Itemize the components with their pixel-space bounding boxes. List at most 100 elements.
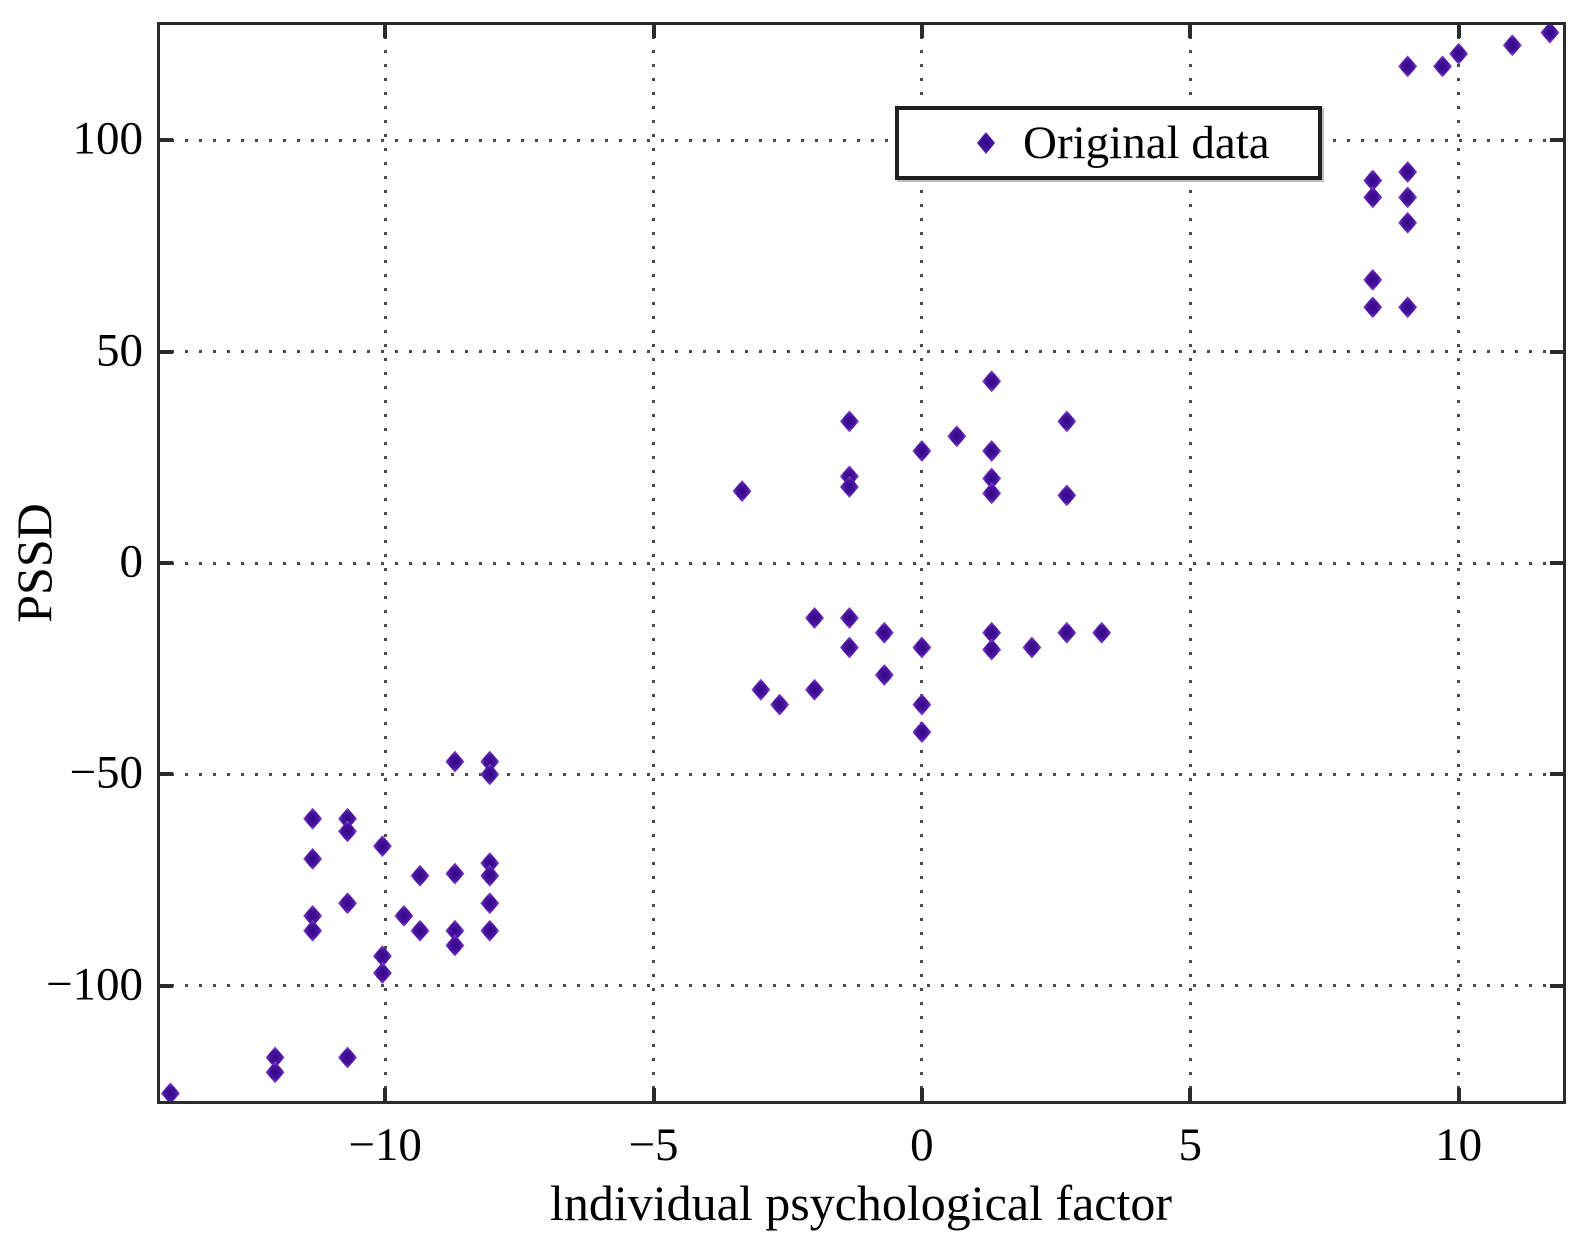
data-point — [805, 606, 825, 629]
y-axis-label: PSSD — [6, 503, 62, 623]
gridline-horizontal — [157, 772, 1566, 776]
x-tick-mark — [651, 1088, 656, 1104]
data-point — [160, 1082, 180, 1104]
data-point — [1398, 296, 1418, 319]
data-point — [480, 852, 500, 875]
data-point — [839, 475, 859, 498]
y-tick-mark — [157, 772, 173, 777]
data-point — [1398, 55, 1418, 78]
data-point — [445, 862, 465, 885]
y-tick-label: 0 — [119, 535, 144, 588]
data-point — [1449, 42, 1469, 65]
data-point — [338, 1046, 358, 1069]
x-tick-mark — [1456, 1088, 1461, 1104]
data-point — [874, 621, 894, 644]
x-axis-label: lndividual psychological factor — [549, 1175, 1173, 1231]
data-point — [982, 439, 1002, 462]
legend-label: Original data — [1023, 116, 1270, 169]
data-point — [982, 467, 1002, 490]
legend: Original data — [895, 106, 1322, 180]
data-point — [372, 961, 392, 984]
data-point — [410, 864, 430, 887]
data-point — [912, 439, 932, 462]
data-point — [912, 636, 932, 659]
y-tick-mark — [1550, 983, 1566, 988]
x-tick-label: 10 — [1435, 1119, 1483, 1171]
gridline-horizontal — [157, 350, 1566, 354]
data-point — [372, 945, 392, 968]
data-point — [1363, 186, 1383, 209]
data-point — [410, 919, 430, 942]
data-point — [751, 678, 771, 701]
data-point — [732, 480, 752, 503]
x-tick-mark — [651, 22, 656, 38]
y-tick-mark — [1550, 349, 1566, 354]
x-tick-label: −5 — [628, 1119, 679, 1171]
y-tick-mark — [157, 138, 173, 143]
plot-area: Original data — [157, 22, 1566, 1104]
y-tick-mark — [1550, 772, 1566, 777]
gridline-horizontal — [157, 138, 1566, 142]
data-point — [912, 721, 932, 744]
y-tick-label: −50 — [69, 746, 143, 799]
data-point — [982, 482, 1002, 505]
data-point — [982, 621, 1002, 644]
legend-diamond-marker-icon — [977, 132, 995, 154]
data-point — [1057, 410, 1077, 433]
data-point — [1092, 621, 1112, 644]
data-point — [338, 820, 358, 843]
data-point — [912, 693, 932, 716]
data-point — [1363, 268, 1383, 291]
y-tick-mark — [157, 349, 173, 354]
data-point — [947, 425, 967, 448]
data-point — [445, 919, 465, 942]
data-point — [1398, 211, 1418, 234]
x-tick-mark — [919, 1088, 924, 1104]
data-point — [805, 678, 825, 701]
scatter-points-layer — [160, 22, 1560, 1104]
gridline-horizontal — [157, 984, 1566, 988]
data-point — [1398, 161, 1418, 184]
data-point — [303, 904, 323, 927]
data-point — [1022, 636, 1042, 659]
y-tick-label: −100 — [45, 958, 143, 1011]
data-point — [1433, 55, 1453, 78]
data-point — [1363, 296, 1383, 319]
y-tick-mark — [157, 983, 173, 988]
data-point — [1057, 484, 1077, 507]
data-point — [303, 919, 323, 942]
data-point — [303, 847, 323, 870]
y-tick-mark — [1550, 138, 1566, 143]
data-point — [480, 864, 500, 887]
y-tick-label: 100 — [72, 112, 144, 165]
y-tick-mark — [1550, 561, 1566, 565]
data-point — [303, 807, 323, 830]
data-point — [1502, 34, 1522, 57]
data-point — [480, 750, 500, 773]
data-point — [1398, 186, 1418, 209]
data-point — [982, 370, 1002, 393]
data-point — [839, 410, 859, 433]
data-point — [372, 835, 392, 858]
data-point — [1057, 621, 1077, 644]
data-point — [480, 892, 500, 915]
data-point — [338, 892, 358, 915]
x-tick-mark — [383, 22, 388, 38]
data-point — [265, 1061, 285, 1084]
x-tick-mark — [1188, 1088, 1193, 1104]
x-tick-label: 5 — [1178, 1119, 1203, 1171]
data-point — [1363, 169, 1383, 192]
data-point — [338, 807, 358, 830]
data-point — [265, 1046, 285, 1069]
y-tick-label: 50 — [96, 324, 143, 377]
gridline-horizontal — [157, 561, 1566, 565]
x-tick-mark — [1188, 22, 1193, 38]
x-tick-label: 0 — [910, 1119, 934, 1171]
data-point — [874, 664, 894, 687]
data-point — [480, 763, 500, 786]
x-tick-label: −10 — [348, 1119, 422, 1171]
y-tick-mark — [157, 561, 173, 565]
data-point — [1540, 22, 1560, 44]
data-point — [480, 919, 500, 942]
data-point — [770, 693, 790, 716]
